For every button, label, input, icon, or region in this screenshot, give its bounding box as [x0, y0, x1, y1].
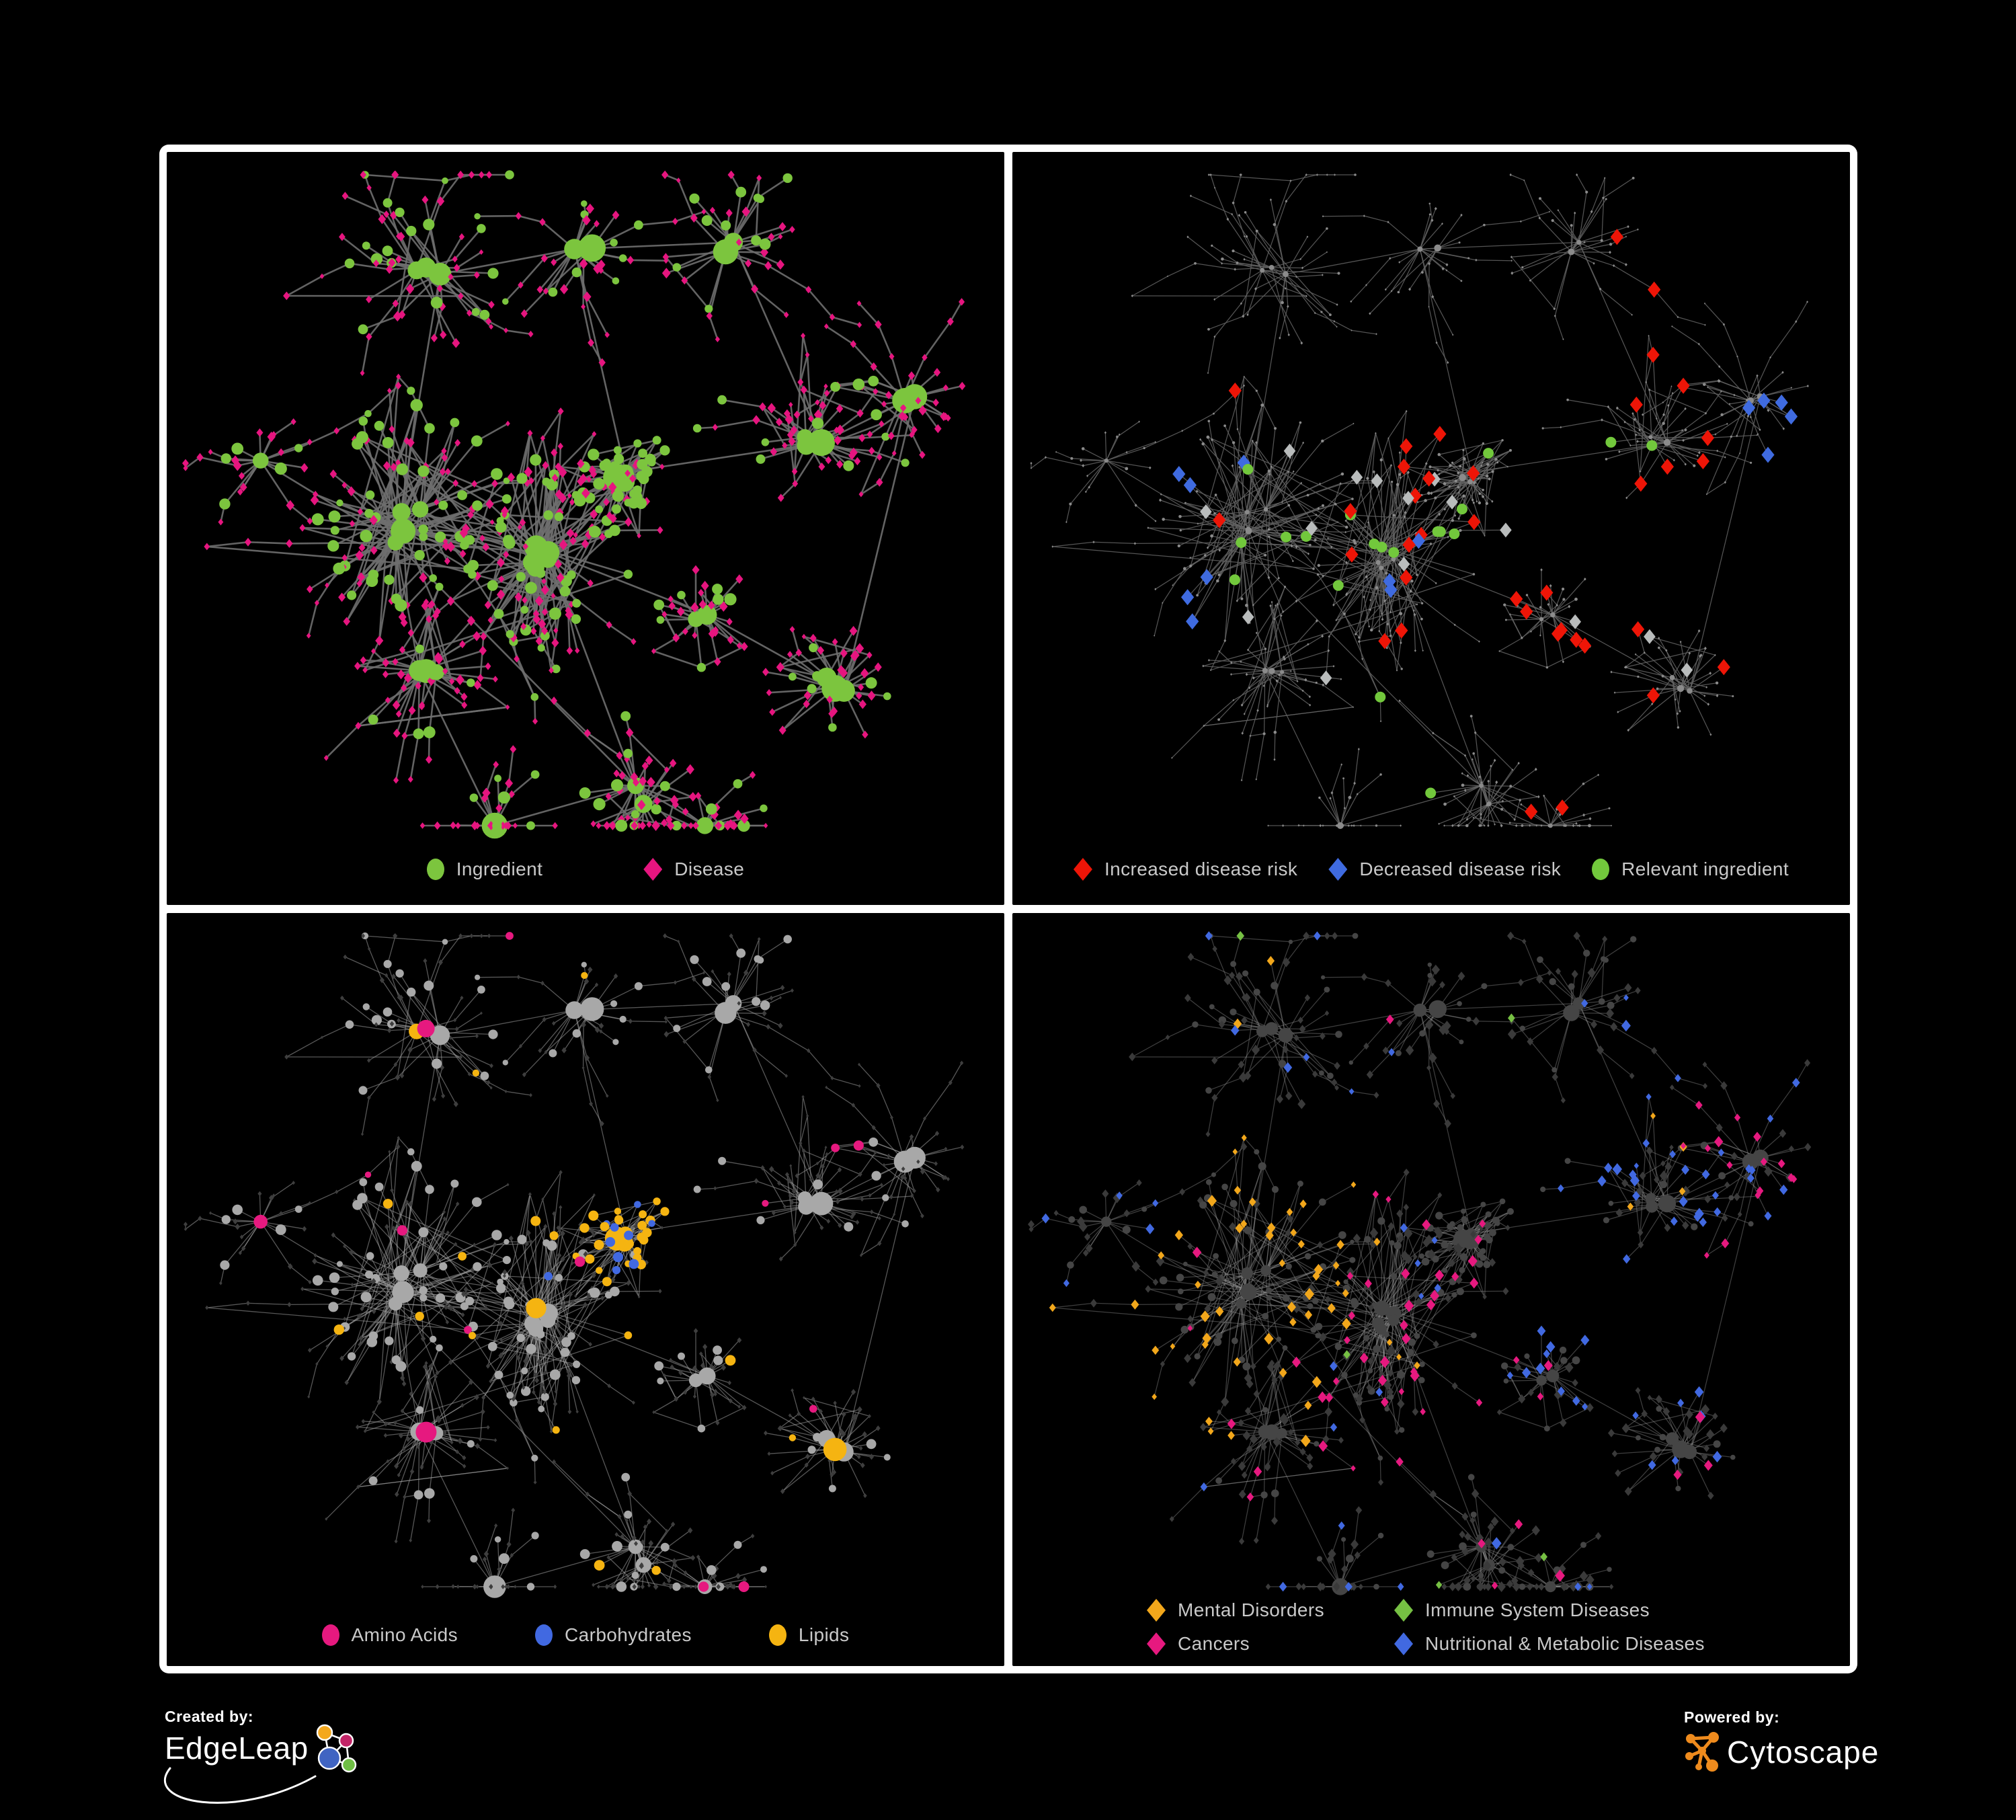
legend-label-immune-diseases: Immune System Diseases — [1425, 1599, 1650, 1620]
increased-risk-diamond-icon — [1073, 858, 1092, 881]
legend-label-lipids: Lipids — [798, 1624, 850, 1645]
legend-item-cancers: Cancers — [1147, 1632, 1394, 1655]
immune-diseases-diamond-icon — [1394, 1599, 1413, 1622]
legend-item-carbohydrates: Carbohydrates — [535, 1624, 692, 1646]
edgeleap-logo-icon — [316, 1724, 356, 1773]
disease-diamond-icon — [643, 858, 663, 881]
legend-item-decreased-risk: Decreased disease risk — [1328, 858, 1561, 881]
panel-ingredient-disease: Ingredient Disease — [167, 152, 1004, 905]
legend-item-immune-diseases: Immune System Diseases — [1394, 1599, 1705, 1622]
decreased-risk-diamond-icon — [1328, 858, 1348, 881]
legend-item-nutritional-metabolic: Nutritional & Metabolic Diseases — [1394, 1632, 1705, 1655]
cytoscape-credit: Powered by: Cytoscape — [1684, 1708, 1939, 1789]
legend-label-increased-risk: Increased disease risk — [1104, 859, 1298, 879]
legend-label-cancers: Cancers — [1178, 1633, 1250, 1654]
legend-item-lipids: Lipids — [768, 1624, 850, 1646]
legend-label-carbohydrates: Carbohydrates — [565, 1624, 692, 1645]
relevant-ingredient-circle-icon — [1592, 859, 1610, 880]
edgeleap-brand-row: EdgeLeap — [165, 1724, 380, 1786]
mental-disorders-diamond-icon — [1147, 1599, 1166, 1622]
amino-acids-circle-icon — [321, 1624, 339, 1646]
network-canvas-ingredient-disease — [182, 170, 966, 839]
legend-label-relevant-ingredient: Relevant ingredient — [1621, 859, 1789, 879]
legend-item-disease: Disease — [643, 858, 744, 881]
panel-disease-risk: Increased disease risk Decreased disease… — [1012, 152, 1850, 905]
cytoscape-wordmark: Cytoscape — [1727, 1735, 1880, 1770]
nutritional-metabolic-diamond-icon — [1394, 1632, 1413, 1655]
ingredient-circle-icon — [426, 859, 444, 880]
figure-grid: Ingredient Disease Increased disease ris… — [159, 145, 1857, 1673]
network-canvas-disease-risk — [1030, 173, 1809, 829]
panel-nutrient-categories: Amino Acids Carbohydrates Lipids — [167, 913, 1004, 1666]
cytoscape-brand-row: Cytoscape — [1684, 1731, 1939, 1774]
carbohydrates-circle-icon — [535, 1624, 553, 1646]
network-canvas-nutrient-categories — [184, 932, 965, 1598]
legend-item-increased-risk: Increased disease risk — [1073, 858, 1298, 881]
legend-label-amino-acids: Amino Acids — [351, 1624, 458, 1645]
cancers-diamond-icon — [1147, 1632, 1166, 1655]
edgeleap-credit: Created by: EdgeLeap — [164, 1708, 380, 1819]
legend-item-mental-disorders: Mental Disorders — [1147, 1599, 1394, 1622]
legend-label-mental-disorders: Mental Disorders — [1178, 1599, 1325, 1620]
legend-label-ingredient: Ingredient — [456, 859, 543, 879]
legend-label-disease: Disease — [674, 859, 745, 879]
edgeleap-wordmark: EdgeLeap — [165, 1731, 309, 1766]
legend-ingredient-disease: Ingredient Disease — [167, 858, 1004, 881]
legend-disease-risk: Increased disease risk Decreased disease… — [1012, 858, 1850, 881]
legend-nutrient-categories: Amino Acids Carbohydrates Lipids — [167, 1624, 1004, 1646]
created-by-label: Created by: — [165, 1708, 254, 1725]
legend-item-amino-acids: Amino Acids — [321, 1624, 458, 1646]
legend-disease-categories: Mental Disorders Immune System Diseases … — [1147, 1599, 1705, 1655]
legend-label-nutritional-metabolic: Nutritional & Metabolic Diseases — [1425, 1633, 1705, 1654]
network-canvas-disease-categories — [1028, 931, 1812, 1595]
lipids-circle-icon — [768, 1624, 787, 1646]
panel-disease-categories: Mental Disorders Immune System Diseases … — [1012, 913, 1850, 1666]
legend-label-decreased-risk: Decreased disease risk — [1359, 859, 1562, 879]
powered-by-label: Powered by: — [1684, 1708, 1780, 1726]
legend-item-relevant-ingredient: Relevant ingredient — [1592, 859, 1789, 880]
cytoscape-logo-icon — [1685, 1732, 1719, 1772]
legend-item-ingredient: Ingredient — [426, 859, 543, 880]
